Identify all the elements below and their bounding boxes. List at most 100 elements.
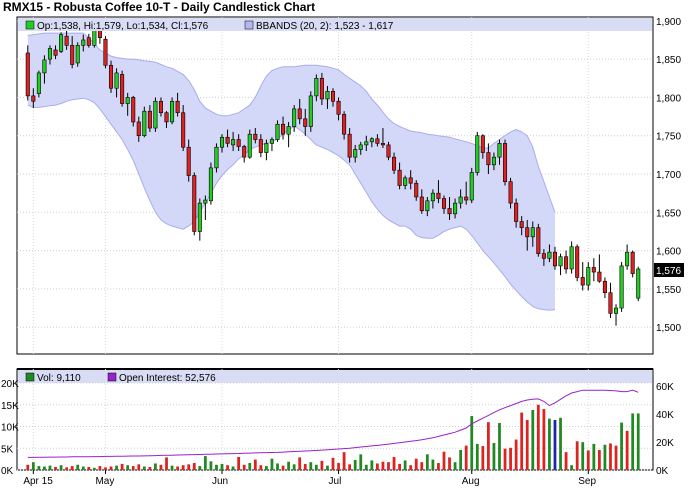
- candle-body: [508, 181, 513, 204]
- volume-bar: [292, 464, 296, 470]
- candle-body: [147, 110, 152, 129]
- candle-body: [308, 95, 313, 127]
- volume-tick-label: 5K: [1, 444, 14, 455]
- candle: [125, 92, 130, 116]
- candle-body: [269, 139, 274, 144]
- candle-body: [475, 135, 480, 173]
- candle: [347, 128, 352, 163]
- volume-bar: [159, 464, 163, 470]
- candle: [386, 141, 391, 161]
- candle: [480, 134, 485, 159]
- volume-bar: [192, 463, 196, 470]
- candle-body: [114, 72, 119, 89]
- candle-body: [541, 253, 546, 259]
- candle: [247, 129, 252, 159]
- candle: [397, 162, 402, 190]
- candle-body: [575, 246, 580, 278]
- volume-bar: [265, 466, 268, 470]
- oi-tick-label: 60K: [656, 382, 674, 393]
- candle-body: [497, 143, 502, 158]
- volume-bar: [614, 445, 618, 470]
- candle: [31, 88, 36, 109]
- volume-bar: [442, 451, 446, 470]
- candle: [147, 105, 152, 132]
- chart-title: RMX15 - Robusta Coffee 10-T - Daily Cand…: [3, 0, 316, 14]
- bollinger-lower-line: [27, 97, 556, 311]
- volume-bar: [387, 462, 390, 470]
- candle-body: [236, 139, 241, 147]
- volume-bar: [609, 443, 612, 470]
- volume-bar: [553, 419, 557, 470]
- candle: [586, 262, 591, 291]
- candle: [192, 172, 197, 236]
- volume-bar: [514, 439, 518, 470]
- volume-bar: [237, 456, 241, 470]
- volume-bar: [287, 461, 290, 470]
- candle: [530, 221, 535, 247]
- candle-body: [170, 100, 175, 123]
- candle-body: [175, 100, 180, 114]
- candle: [64, 28, 69, 50]
- volume-bar: [176, 466, 179, 470]
- candle: [164, 111, 169, 129]
- candle: [231, 131, 236, 152]
- candle-body: [75, 45, 80, 64]
- candle-body: [258, 139, 263, 153]
- volume-bar: [376, 463, 379, 470]
- candle-body: [591, 267, 596, 273]
- candle-body: [120, 74, 125, 104]
- volume-bar: [209, 461, 213, 470]
- candle: [208, 162, 213, 205]
- volume-bar: [281, 465, 285, 470]
- candle: [436, 180, 441, 204]
- candle: [292, 105, 297, 132]
- price-tick-label: 1,600: [656, 247, 681, 258]
- candle-body: [153, 100, 158, 129]
- volume-bar: [109, 466, 113, 470]
- candle-body: [181, 112, 186, 148]
- candle-body: [86, 37, 91, 46]
- candle-body: [42, 59, 47, 74]
- candle-body: [36, 72, 41, 94]
- candle-body: [303, 118, 308, 127]
- candle-body: [59, 34, 64, 52]
- candle-body: [364, 141, 369, 146]
- candle: [547, 244, 552, 263]
- volume-bar: [348, 464, 352, 470]
- candle: [308, 91, 313, 132]
- candle-body: [53, 49, 58, 56]
- volume-bar: [48, 465, 52, 470]
- volume-bar: [276, 463, 279, 470]
- price-tick-label: 1,500: [656, 323, 681, 334]
- date-tick-label: Sep: [578, 476, 596, 487]
- volume-bar: [187, 464, 191, 470]
- volume-bar: [87, 466, 91, 470]
- candle: [447, 196, 452, 220]
- candle: [86, 33, 91, 48]
- candle: [81, 34, 86, 52]
- oi-tick-label: 0K: [656, 466, 669, 477]
- volume-bar: [298, 457, 302, 470]
- candle-body: [219, 136, 225, 148]
- volume-bar: [303, 463, 307, 470]
- volume-bar: [420, 462, 424, 470]
- volume-bar: [459, 449, 463, 470]
- volume-bar: [542, 409, 546, 470]
- candle: [303, 108, 308, 136]
- candle-body: [597, 271, 602, 282]
- volume-bar: [437, 463, 440, 470]
- volume-bar: [181, 465, 185, 470]
- candle: [136, 116, 141, 142]
- candle: [380, 128, 385, 148]
- volume-bar: [242, 464, 246, 470]
- candle-body: [108, 64, 114, 89]
- volume-bar: [425, 454, 429, 470]
- volume-bar: [170, 465, 174, 470]
- candle-body: [536, 227, 541, 254]
- candle-body: [70, 45, 75, 65]
- candle: [464, 181, 469, 205]
- candle-body: [297, 108, 302, 120]
- candle: [342, 111, 347, 140]
- volume-bar: [414, 458, 418, 470]
- candle-body: [486, 152, 491, 166]
